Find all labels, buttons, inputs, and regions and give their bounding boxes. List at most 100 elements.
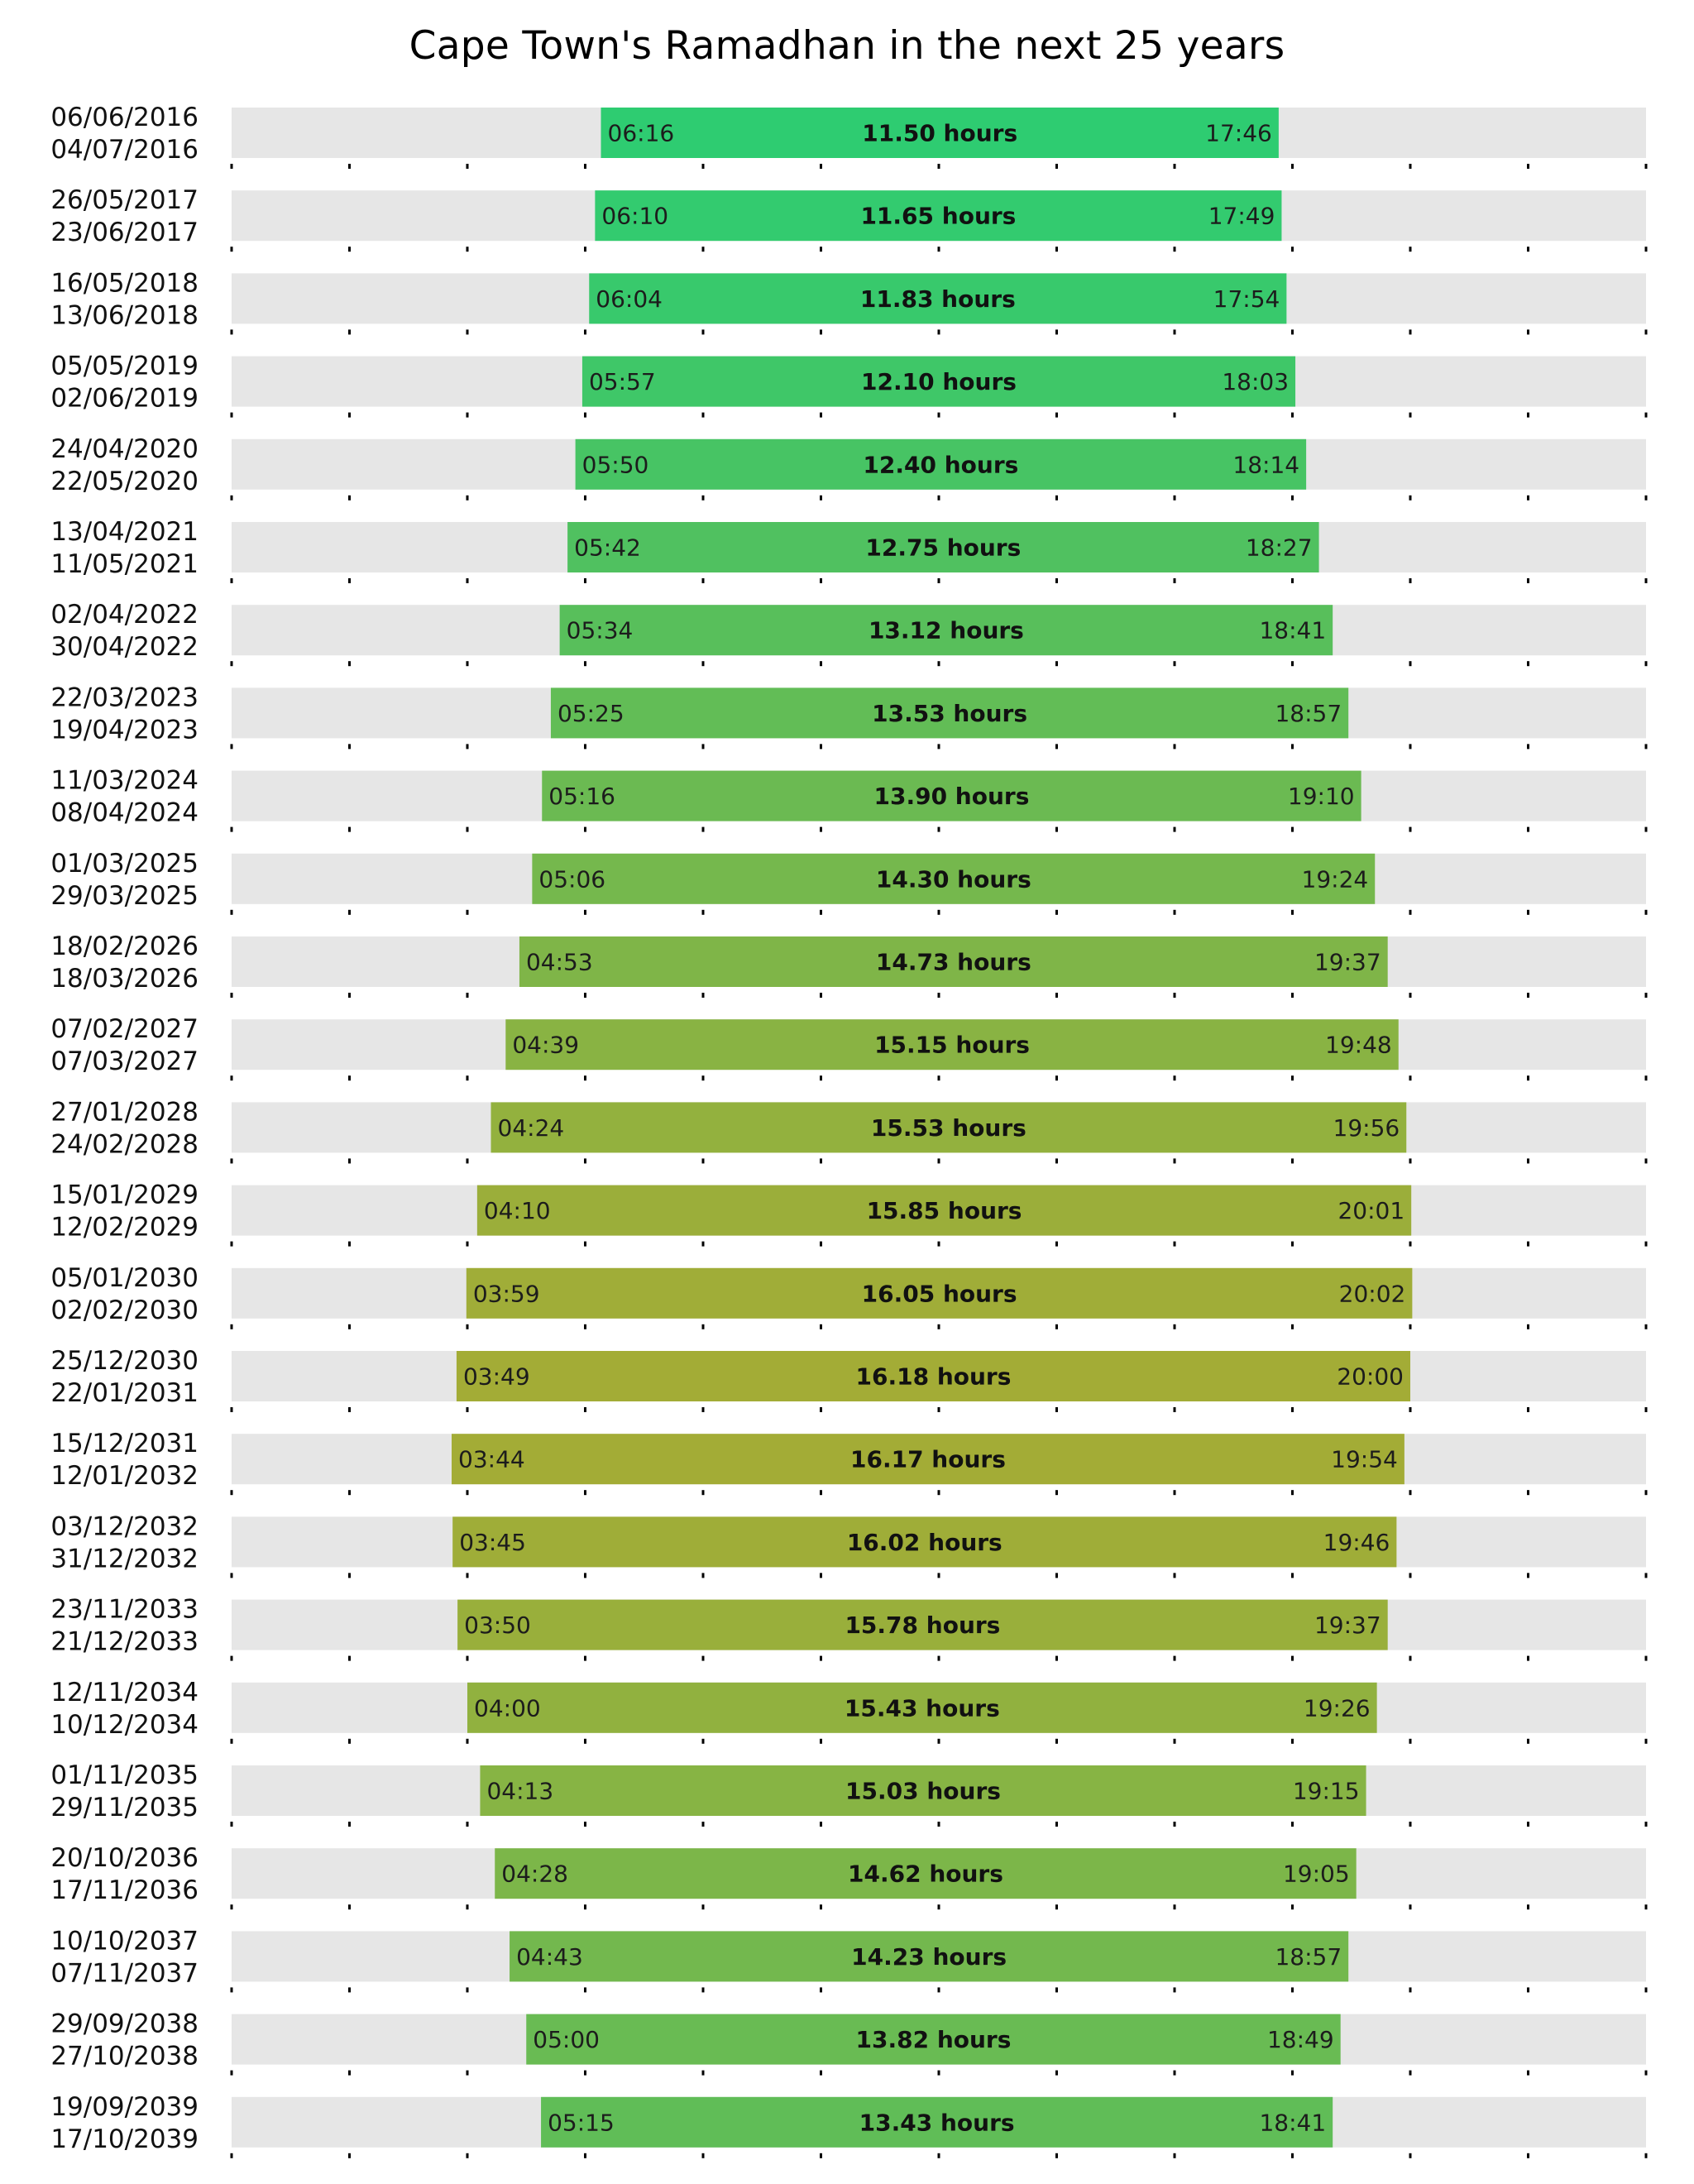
duration-label: 12.10 hours	[861, 368, 1017, 395]
iftar-time-label: 18:03	[1222, 368, 1289, 395]
fasting-bar	[567, 522, 1319, 572]
end-date-label: 29/03/2025	[50, 881, 199, 911]
iftar-time-label: 19:05	[1283, 1861, 1350, 1888]
duration-label: 13.12 hours	[869, 617, 1024, 644]
start-date-label: 25/12/2030	[50, 1346, 199, 1376]
duration-label: 16.17 hours	[850, 1446, 1006, 1473]
fasting-bar	[467, 1682, 1377, 1733]
row-4: 24/04/2020 22/05/2020 05:50 18:14 12.40 hour…	[50, 434, 1648, 500]
start-date-label: 02/04/2022	[50, 600, 199, 630]
sehri-time-label: 06:10	[601, 203, 668, 230]
start-date-label: 29/09/2038	[50, 2009, 199, 2039]
iftar-time-label: 18:49	[1267, 2026, 1334, 2053]
duration-label: 14.73 hours	[876, 949, 1031, 976]
start-date-label: 10/10/2037	[50, 1926, 199, 1956]
start-date-label: 18/02/2026	[50, 932, 199, 961]
iftar-time-label: 19:26	[1304, 1694, 1371, 1722]
sehri-time-label: 04:00	[474, 1694, 541, 1722]
row-13: 15/01/2029 12/02/2029 04:10 20:01 15.85 hour…	[50, 1181, 1648, 1247]
end-date-label: 02/06/2019	[50, 384, 199, 414]
start-date-label: 24/04/2020	[50, 434, 199, 464]
end-date-label: 12/02/2029	[50, 1213, 199, 1243]
start-date-label: 27/01/2028	[50, 1097, 199, 1127]
end-date-label: 24/02/2028	[50, 1129, 199, 1159]
start-date-label: 26/05/2017	[50, 185, 199, 215]
end-date-label: 18/03/2026	[50, 964, 199, 994]
sehri-time-label: 04:43	[516, 1943, 583, 1971]
end-date-label: 08/04/2024	[50, 798, 199, 828]
duration-label: 15.85 hours	[867, 1197, 1022, 1224]
fasting-bar	[456, 1351, 1410, 1401]
duration-label: 15.78 hours	[845, 1612, 1000, 1639]
start-date-label: 13/04/2021	[50, 517, 199, 547]
iftar-time-label: 18:27	[1246, 534, 1313, 562]
duration-label: 11.65 hours	[860, 203, 1016, 230]
sehri-time-label: 04:13	[486, 1778, 553, 1805]
iftar-time-label: 20:01	[1337, 1197, 1404, 1224]
duration-label: 15.43 hours	[845, 1694, 1000, 1722]
start-date-label: 16/05/2018	[50, 268, 199, 298]
fasting-bar	[595, 190, 1282, 242]
end-date-label: 21/12/2033	[50, 1627, 199, 1657]
start-date-label: 06/06/2016	[50, 103, 199, 132]
iftar-time-label: 18:57	[1275, 1943, 1342, 1971]
end-date-label: 17/10/2039	[50, 2124, 199, 2154]
fasting-bar	[559, 605, 1333, 656]
iftar-time-label: 18:41	[1259, 2109, 1326, 2136]
iftar-time-label: 18:41	[1259, 617, 1326, 644]
row-1: 26/05/2017 23/06/2017 06:10 17:49 11.65 hour…	[50, 185, 1648, 252]
duration-label: 13.90 hours	[873, 783, 1029, 810]
start-date-label: 22/03/2023	[50, 682, 199, 712]
end-date-label: 12/01/2032	[50, 1461, 199, 1491]
end-date-label: 02/02/2030	[50, 1296, 199, 1325]
start-date-label: 15/01/2029	[50, 1181, 199, 1210]
duration-label: 13.43 hours	[859, 2109, 1015, 2136]
sehri-time-label: 05:25	[557, 700, 624, 727]
duration-label: 15.53 hours	[871, 1114, 1026, 1142]
duration-label: 14.30 hours	[876, 865, 1031, 893]
iftar-time-label: 19:46	[1323, 1529, 1390, 1556]
sehri-time-label: 06:16	[608, 120, 675, 147]
end-date-label: 23/06/2017	[50, 218, 199, 247]
sehri-time-label: 05:16	[548, 783, 615, 810]
fasting-bar	[510, 1931, 1349, 1982]
sehri-time-label: 03:44	[458, 1446, 525, 1473]
duration-label: 14.23 hours	[851, 1943, 1007, 1971]
fasting-bar	[581, 356, 1296, 407]
sehri-time-label: 05:57	[589, 368, 656, 395]
iftar-time-label: 19:37	[1314, 949, 1381, 976]
end-date-label: 29/11/2035	[50, 1793, 199, 1822]
start-date-label: 07/02/2027	[50, 1014, 199, 1044]
fasting-bar	[575, 438, 1307, 490]
iftar-time-label: 20:00	[1337, 1363, 1404, 1391]
end-date-label: 11/05/2021	[50, 549, 199, 579]
sehri-time-label: 04:53	[526, 949, 593, 976]
fasting-bar	[505, 1019, 1399, 1070]
iftar-time-label: 19:24	[1302, 865, 1369, 893]
fasting-bar	[480, 1765, 1366, 1816]
iftar-time-label: 19:56	[1333, 1114, 1400, 1142]
iftar-time-label: 20:02	[1339, 1280, 1406, 1307]
fasting-bar	[490, 1102, 1407, 1153]
fasting-bar	[476, 1185, 1412, 1236]
duration-label: 12.75 hours	[865, 534, 1021, 562]
iftar-time-label: 17:49	[1208, 203, 1275, 230]
end-date-label: 31/12/2032	[50, 1544, 199, 1573]
fasting-bar	[542, 770, 1361, 821]
start-date-label: 15/12/2031	[50, 1429, 199, 1458]
duration-label: 16.02 hours	[847, 1529, 1003, 1556]
duration-label: 13.82 hours	[856, 2026, 1012, 2053]
sehri-time-label: 05:34	[567, 617, 634, 644]
row-10: 18/02/2026 18/03/2026 04:53 19:37 14.73 hour…	[50, 932, 1648, 998]
